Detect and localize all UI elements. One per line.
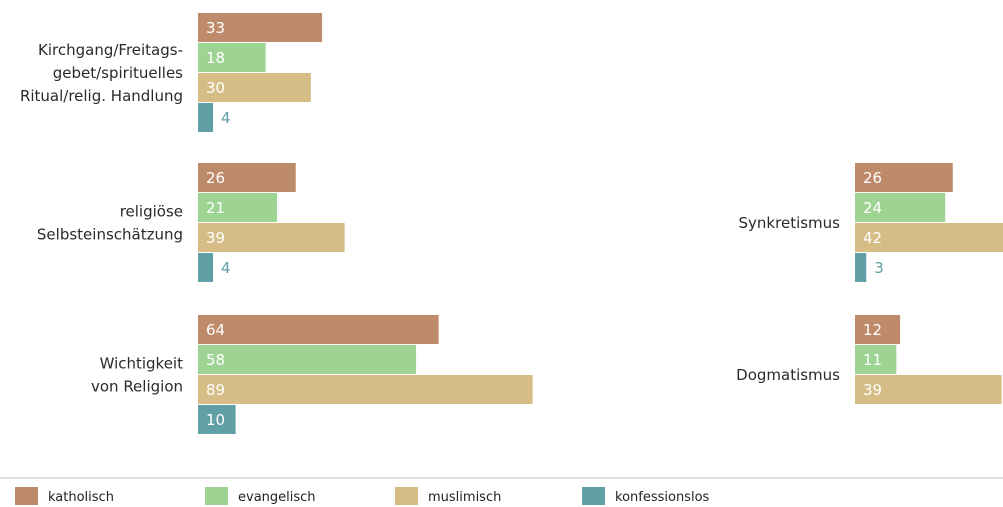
bar xyxy=(198,163,296,192)
data-label: 58 xyxy=(206,351,225,369)
legend-swatch xyxy=(15,487,38,505)
bar xyxy=(855,375,1002,404)
bar xyxy=(198,315,439,344)
legend-item: muslimisch xyxy=(395,487,501,505)
bar xyxy=(855,163,953,192)
category-label: Dogmatismus xyxy=(736,366,840,384)
data-label: 18 xyxy=(206,49,225,67)
bar xyxy=(855,223,1003,252)
data-label: 33 xyxy=(206,19,225,37)
category-label: religiöse Selbsteinschätzung xyxy=(37,203,183,244)
legend: katholisch evangelisch muslimisch konfessio… xyxy=(15,487,710,505)
data-label: 11 xyxy=(863,351,882,369)
data-label: 89 xyxy=(206,381,225,399)
bar xyxy=(198,193,277,222)
data-label: 26 xyxy=(206,169,225,187)
category-label: Kirchgang/Freitags-gebet/spirituelles Rit… xyxy=(20,41,183,105)
bar-group: 26 21 39 4 xyxy=(198,163,345,282)
data-label: 24 xyxy=(863,199,882,217)
data-label: 12 xyxy=(863,321,882,339)
legend-label: konfessionslos xyxy=(615,490,710,505)
legend-label: evangelisch xyxy=(238,490,316,505)
legend-label: katholisch xyxy=(48,490,114,505)
data-label: 4 xyxy=(221,259,231,277)
data-label: 30 xyxy=(206,79,225,97)
category-label: Synkretismus xyxy=(739,214,841,232)
data-label: 64 xyxy=(206,321,225,339)
bar-group: 12 11 39 xyxy=(855,315,1002,404)
bar xyxy=(198,345,417,374)
bar xyxy=(198,13,323,42)
bar xyxy=(855,345,897,374)
legend-swatch xyxy=(582,487,605,505)
bar xyxy=(198,103,214,132)
bar xyxy=(198,43,266,72)
bar xyxy=(855,253,867,282)
bar xyxy=(855,315,901,344)
legend-swatch xyxy=(205,487,228,505)
bar-group: 33 18 30 4 xyxy=(198,13,323,132)
category-label: Wichtigkeit von Religion xyxy=(91,355,183,396)
data-label: 39 xyxy=(863,381,882,399)
legend-item: evangelisch xyxy=(205,487,316,505)
data-label: 10 xyxy=(206,411,225,429)
bar xyxy=(855,193,946,222)
bar-group: 64 58 89 10 xyxy=(198,315,533,434)
legend-swatch xyxy=(395,487,418,505)
legend-item: katholisch xyxy=(15,487,114,505)
legend-item: konfessionslos xyxy=(582,487,710,505)
data-label: 39 xyxy=(206,229,225,247)
legend-label: muslimisch xyxy=(428,490,501,505)
bar xyxy=(198,405,236,434)
bar-group: 26 24 42 3 xyxy=(855,163,1003,282)
bar xyxy=(198,73,311,102)
data-label: 26 xyxy=(863,169,882,187)
data-label: 42 xyxy=(863,229,882,247)
chart-marks: 33 18 30 4 Kirchgang/Freitags-gebet/spiritue… xyxy=(20,13,1003,434)
bar xyxy=(198,253,214,282)
bar xyxy=(198,223,345,252)
bar xyxy=(198,375,533,404)
data-label: 21 xyxy=(206,199,225,217)
data-label: 4 xyxy=(221,109,231,127)
data-label: 3 xyxy=(874,259,884,277)
